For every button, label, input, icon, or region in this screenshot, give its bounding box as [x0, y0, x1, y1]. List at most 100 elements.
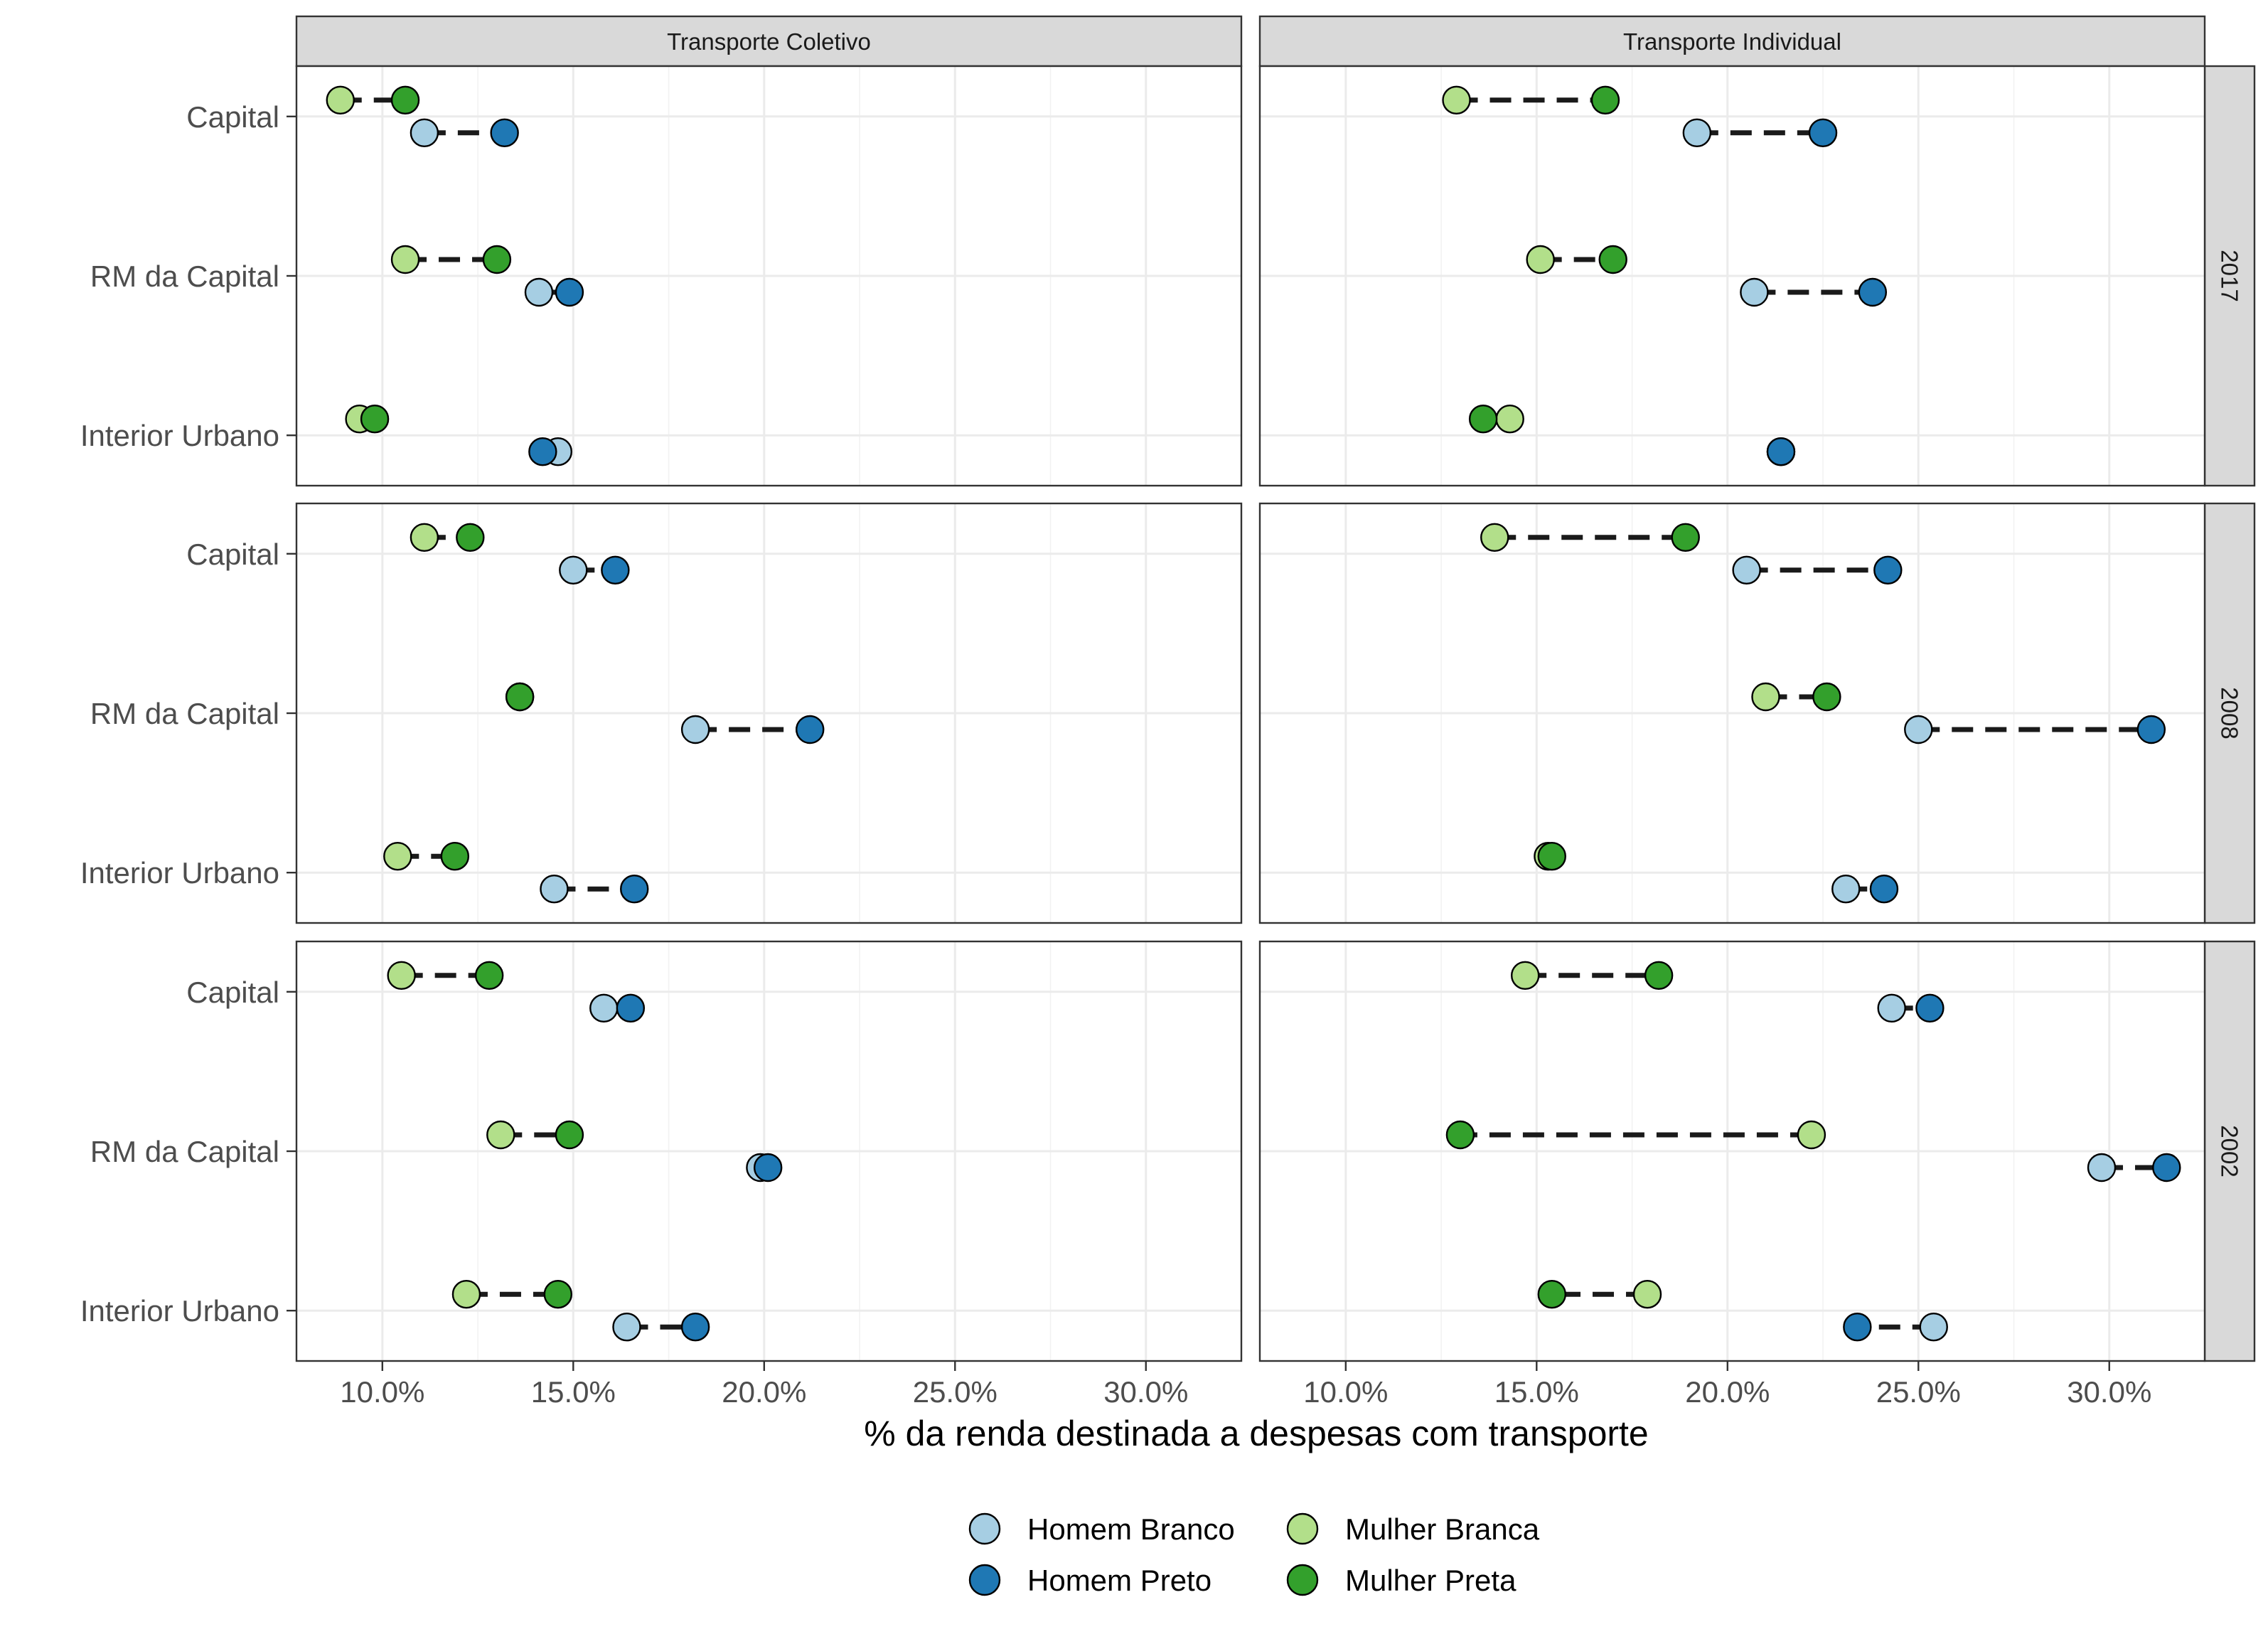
data-point	[383, 841, 412, 871]
data-point	[1480, 523, 1509, 552]
data-point	[680, 1312, 710, 1342]
data-point	[1682, 118, 1712, 148]
legend-item: Mulher Branca	[1286, 1512, 1540, 1546]
data-point	[451, 1279, 481, 1309]
data-point	[589, 993, 619, 1023]
data-point	[680, 715, 710, 744]
row-strip-label: 2002	[2217, 1125, 2243, 1177]
data-point	[612, 1312, 641, 1342]
y-tick-label: Interior Urbano	[80, 1294, 279, 1328]
data-point	[1732, 555, 1761, 584]
panels: Transporte Coletivo Transporte Individual…	[80, 15, 2256, 1409]
data-point	[1537, 1279, 1566, 1309]
x-axis-title: % da renda destinada a despesas com tran…	[864, 1414, 1648, 1453]
data-point	[2136, 715, 2166, 744]
y-tick-label: Interior Urbano	[80, 419, 279, 452]
data-point	[1873, 555, 1903, 584]
y-tick-label: RM da Capital	[90, 697, 279, 730]
legend-label: Homem Branco	[1027, 1512, 1235, 1546]
y-tick-label: RM da Capital	[90, 260, 279, 293]
data-point	[1537, 841, 1566, 871]
data-point	[1598, 245, 1627, 274]
data-point	[1671, 523, 1700, 552]
x-tick-label: 15.0%	[531, 1375, 616, 1409]
data-point	[1915, 993, 1945, 1023]
y-tick-label: Interior Urbano	[80, 856, 279, 890]
data-point	[524, 277, 554, 307]
x-tick-label: 10.0%	[340, 1375, 424, 1409]
legend-key	[968, 1564, 1001, 1596]
row-strip-label: 2008	[2217, 687, 2243, 739]
legend-label: Mulher Branca	[1345, 1512, 1540, 1546]
data-point	[1831, 874, 1861, 904]
data-point	[1510, 961, 1540, 991]
legend-key	[968, 1512, 1001, 1545]
panel: Capital RM da Capital Interior Urbano	[80, 502, 1243, 924]
data-point	[1644, 961, 1674, 991]
data-point	[2152, 1153, 2181, 1182]
data-point	[601, 555, 630, 584]
column-strip	[295, 15, 1243, 68]
x-tick-label: 20.0%	[722, 1375, 806, 1409]
panel	[1258, 65, 2206, 487]
data-point	[540, 874, 569, 904]
data-point	[482, 245, 512, 274]
x-tick-label: 25.0%	[913, 1375, 997, 1409]
data-point	[505, 682, 535, 712]
data-point	[1808, 118, 1838, 148]
data-point	[410, 523, 439, 552]
data-point	[1468, 405, 1498, 434]
data-point	[1751, 682, 1780, 712]
y-tick-label: Capital	[186, 538, 279, 571]
data-point	[616, 993, 646, 1023]
data-point	[486, 1120, 515, 1150]
data-point	[1495, 405, 1524, 434]
data-point	[796, 715, 825, 744]
data-point	[1632, 1279, 1662, 1309]
data-point	[1843, 1312, 1872, 1342]
x-tick-label: 20.0%	[1685, 1375, 1770, 1409]
row-strip-label: 2017	[2217, 250, 2243, 301]
data-point	[543, 1279, 573, 1309]
row-strip	[2203, 940, 2256, 1362]
x-tick-label: 30.0%	[2067, 1375, 2151, 1409]
data-point	[559, 555, 588, 584]
data-point	[1904, 715, 1933, 744]
x-tick-label: 25.0%	[1876, 1375, 1961, 1409]
panel: Capital RM da Capital Interior Urbano	[80, 65, 1243, 487]
x-tick-label: 15.0%	[1494, 1375, 1579, 1409]
panel-border	[1258, 940, 2206, 1362]
y-tick-label: Capital	[186, 976, 279, 1009]
data-point	[1445, 1120, 1475, 1150]
data-point	[1740, 277, 1769, 307]
panel-border	[1258, 65, 2206, 487]
data-point	[1877, 993, 1906, 1023]
data-point	[1797, 1120, 1826, 1150]
data-point	[555, 1120, 584, 1150]
column-strip	[1258, 15, 2206, 68]
row-strip	[2203, 502, 2256, 924]
column-strip-label: Transporte Coletivo	[667, 28, 871, 55]
row-strip	[2203, 65, 2256, 487]
data-point	[360, 405, 390, 434]
data-point	[1869, 874, 1899, 904]
data-point	[528, 437, 557, 466]
data-point	[1442, 85, 1471, 115]
legend-item: Homem Preto	[968, 1564, 1211, 1597]
panel-border	[1258, 502, 2206, 924]
data-point	[456, 523, 485, 552]
x-tick-label: 10.0%	[1303, 1375, 1388, 1409]
column-strip-label: Transporte Individual	[1623, 28, 1841, 55]
legend-label: Homem Preto	[1027, 1564, 1211, 1597]
data-point	[440, 841, 470, 871]
data-point	[1858, 277, 1888, 307]
data-point	[1526, 245, 1555, 274]
data-point	[1590, 85, 1620, 115]
y-tick-label: Capital	[186, 100, 279, 134]
legend-item: Mulher Preta	[1286, 1564, 1517, 1597]
legend-label: Mulher Preta	[1345, 1564, 1517, 1597]
y-tick-label: RM da Capital	[90, 1135, 279, 1168]
data-point	[1812, 682, 1841, 712]
data-point	[753, 1153, 783, 1182]
